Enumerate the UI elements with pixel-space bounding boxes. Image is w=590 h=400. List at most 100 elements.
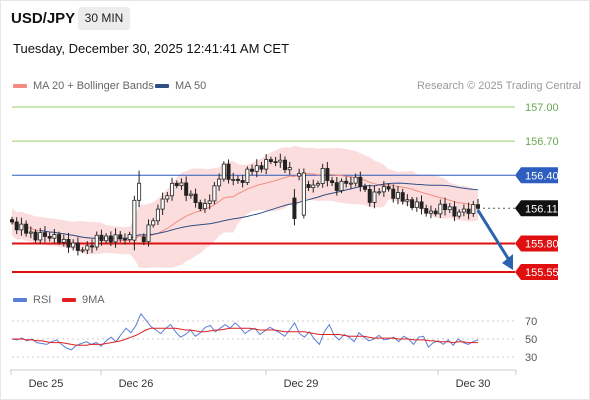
- candle-body: [471, 204, 476, 214]
- candle-body: [250, 168, 255, 172]
- candle-body: [283, 159, 288, 171]
- candle-body: [320, 168, 325, 184]
- candle-body: [457, 211, 462, 217]
- candle-body: [287, 167, 292, 171]
- candle-body: [151, 220, 156, 226]
- candle-body: [367, 188, 372, 203]
- candle-body: [391, 188, 396, 199]
- candle-body: [14, 221, 19, 231]
- candle-body: [57, 234, 62, 243]
- candle-body: [306, 184, 311, 188]
- candle-body: [344, 180, 349, 184]
- level-label-156-40: 156.40: [525, 170, 559, 182]
- rsi-tick-50: 50: [525, 334, 537, 346]
- level-label-155-55: 155.55: [525, 267, 559, 279]
- candle-body: [132, 199, 137, 241]
- legend-label-bollinger: MA 20 + Bollinger Bands: [33, 80, 154, 92]
- projection-arrow-head: [502, 254, 513, 270]
- candle-body: [75, 242, 80, 251]
- level-tag-156-11: [515, 200, 558, 217]
- candle-body: [193, 193, 198, 203]
- candle-body: [127, 234, 132, 241]
- candle-body: [353, 176, 358, 184]
- candle-body: [452, 206, 457, 217]
- timeframe-badge[interactable]: 30 MIN: [78, 7, 130, 30]
- candle-body: [174, 182, 179, 187]
- candle-body: [212, 185, 217, 202]
- candle-body: [226, 163, 231, 180]
- candle-body: [33, 231, 38, 241]
- level-label-156-11: 156.11: [525, 203, 558, 215]
- legend-swatch-bollinger: [13, 84, 27, 89]
- candle-body: [207, 200, 212, 204]
- candle-body: [202, 203, 207, 210]
- rsi-tick-30: 30: [525, 352, 537, 364]
- candle-body: [19, 223, 24, 231]
- legend-label-9ma: 9MA: [82, 294, 105, 306]
- candle-body: [155, 208, 160, 222]
- rsi-tick-70: 70: [525, 316, 537, 328]
- candle-body: [400, 192, 405, 202]
- candle-body: [414, 201, 419, 209]
- x-tick-label: Dec 29: [284, 378, 319, 390]
- candle-body: [395, 192, 400, 199]
- candle-body: [217, 178, 222, 187]
- projection-arrow-shaft: [476, 209, 511, 261]
- candle-body: [348, 182, 353, 185]
- x-tick-label: Dec 25: [29, 378, 64, 390]
- candle-body: [188, 193, 193, 196]
- candle-body: [221, 163, 226, 180]
- candle-body: [330, 180, 335, 184]
- candle-body: [122, 238, 127, 241]
- candle-body: [90, 245, 95, 248]
- level-tag-155-80: [515, 235, 558, 252]
- legend-item-ma50: MA 50: [155, 80, 206, 92]
- candle-body: [443, 203, 448, 211]
- candle-body: [104, 235, 109, 242]
- candle-body: [38, 232, 43, 241]
- candle-body: [165, 195, 170, 200]
- level-label-155-80: 155.80: [525, 239, 559, 251]
- candle-body: [28, 231, 33, 234]
- candle-body: [231, 178, 236, 181]
- candle-body: [254, 165, 259, 172]
- candle-body: [339, 180, 344, 191]
- x-tick-label: Dec 26: [119, 378, 154, 390]
- candle-body: [170, 182, 175, 197]
- candle-body: [424, 208, 429, 214]
- candle-body: [137, 182, 142, 201]
- candle-body: [372, 191, 377, 203]
- candle-body: [334, 182, 339, 191]
- candle-body: [315, 183, 320, 186]
- level-label-157-00: 157.00: [525, 102, 559, 114]
- candle-body: [311, 184, 316, 188]
- candle-body: [47, 236, 52, 239]
- candle-body: [146, 224, 151, 243]
- candle-body: [292, 197, 297, 219]
- candle-body: [461, 208, 466, 213]
- candle-body: [24, 223, 29, 234]
- candle-body: [386, 186, 391, 190]
- legend-swatch-9ma: [62, 298, 76, 303]
- candle-body: [419, 201, 424, 209]
- level-label-156-70: 156.70: [525, 136, 559, 148]
- candle-body: [179, 182, 184, 187]
- candle-body: [99, 234, 104, 242]
- chart-datetime: Tuesday, December 30, 2025 12:41:41 AM C…: [13, 41, 290, 56]
- candles-group: [9, 153, 480, 256]
- candle-body: [240, 180, 245, 183]
- candle-body: [108, 235, 113, 243]
- legend-label-ma50: MA 50: [175, 80, 207, 92]
- candle-body: [235, 178, 240, 181]
- candle-body: [259, 165, 264, 170]
- credit-text: Research © 2025 Trading Central: [416, 80, 581, 92]
- candle-body: [428, 210, 433, 214]
- candle-body: [377, 191, 382, 194]
- legend-label-rsi: RSI: [33, 294, 52, 306]
- candle-body: [85, 245, 90, 251]
- level-tag-156-40: [515, 167, 558, 184]
- candle-body: [273, 161, 278, 164]
- legend-item-9ma: 9MA: [62, 294, 105, 306]
- candle-body: [264, 159, 269, 170]
